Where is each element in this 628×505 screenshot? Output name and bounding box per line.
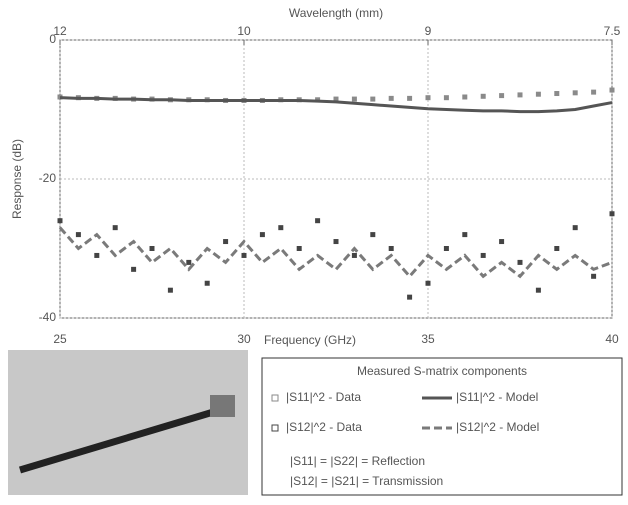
data-point	[351, 96, 357, 102]
data-point	[572, 90, 578, 96]
legend-label: |S11|^2 - Data	[286, 390, 361, 404]
x-tick-label: 40	[605, 332, 619, 346]
data-point	[278, 225, 284, 231]
data-point	[75, 232, 81, 238]
data-point	[609, 211, 615, 217]
data-point	[167, 287, 173, 293]
data-point	[609, 87, 615, 93]
data-point	[462, 232, 468, 238]
data-point	[94, 252, 100, 258]
data-point	[186, 259, 192, 265]
data-point	[204, 280, 210, 286]
top-tick-label: 10	[237, 24, 251, 38]
x-tick-label: 25	[53, 332, 67, 346]
top-tick-label: 7.5	[604, 24, 621, 38]
data-point	[351, 252, 357, 258]
annotation: |S12| = |S21| = Transmission	[290, 474, 443, 488]
data-point	[57, 94, 63, 100]
data-point	[480, 93, 486, 99]
data-point	[333, 239, 339, 245]
y-tick-label: 0	[49, 32, 56, 46]
data-point	[462, 94, 468, 100]
series-line	[59, 96, 613, 114]
data-point	[499, 239, 505, 245]
data-point	[425, 95, 431, 101]
data-point	[591, 89, 597, 95]
data-point	[388, 95, 394, 101]
data-point	[572, 225, 578, 231]
legend-label: |S11|^2 - Model	[456, 390, 538, 404]
photo	[8, 350, 248, 495]
data-point	[112, 225, 118, 231]
data-point	[388, 246, 394, 251]
data-point	[535, 91, 541, 97]
legend-swatch	[271, 394, 279, 402]
data-point	[407, 294, 413, 300]
y-tick-label: -40	[39, 310, 57, 324]
top-tick-label: 12	[53, 24, 67, 38]
annotation: |S11| = |S22| = Reflection	[290, 454, 425, 468]
data-point	[480, 252, 486, 258]
data-point	[425, 280, 431, 286]
data-point	[57, 218, 63, 224]
data-point	[517, 259, 523, 265]
data-point	[499, 93, 505, 99]
photo-background	[8, 350, 248, 495]
legend-label: |S12|^2 - Data	[286, 420, 362, 434]
data-point	[259, 232, 265, 238]
photo-cable	[18, 406, 222, 474]
x-tick-label: 35	[421, 332, 435, 346]
x-tick-label: 30	[237, 332, 251, 346]
data-point	[407, 95, 413, 101]
data-point	[535, 287, 541, 293]
y-axis-label: Response (dB)	[10, 139, 24, 219]
chart-title: Wavelength (mm)	[289, 6, 383, 20]
data-point	[443, 246, 449, 251]
data-point	[370, 96, 376, 102]
legend-title: Measured S-matrix components	[357, 364, 527, 378]
data-point	[241, 252, 247, 258]
data-point	[131, 266, 137, 272]
top-tick-label: 9	[425, 24, 432, 38]
data-point	[591, 273, 597, 279]
data-point	[315, 218, 321, 224]
y-tick-label: -20	[39, 171, 57, 185]
x-axis-label: Frequency (GHz)	[264, 333, 356, 347]
series-line	[58, 226, 613, 279]
photo-connector	[210, 395, 235, 417]
data-point	[443, 95, 449, 101]
data-point	[554, 246, 560, 251]
legend-swatch	[271, 424, 279, 432]
data-point	[517, 92, 523, 98]
data-point	[333, 96, 339, 102]
data-point	[554, 91, 560, 97]
data-point	[370, 232, 376, 238]
data-point	[296, 246, 302, 251]
data-point	[223, 239, 229, 245]
data-point	[149, 246, 155, 251]
legend-label: |S12|^2 - Model	[456, 420, 539, 434]
